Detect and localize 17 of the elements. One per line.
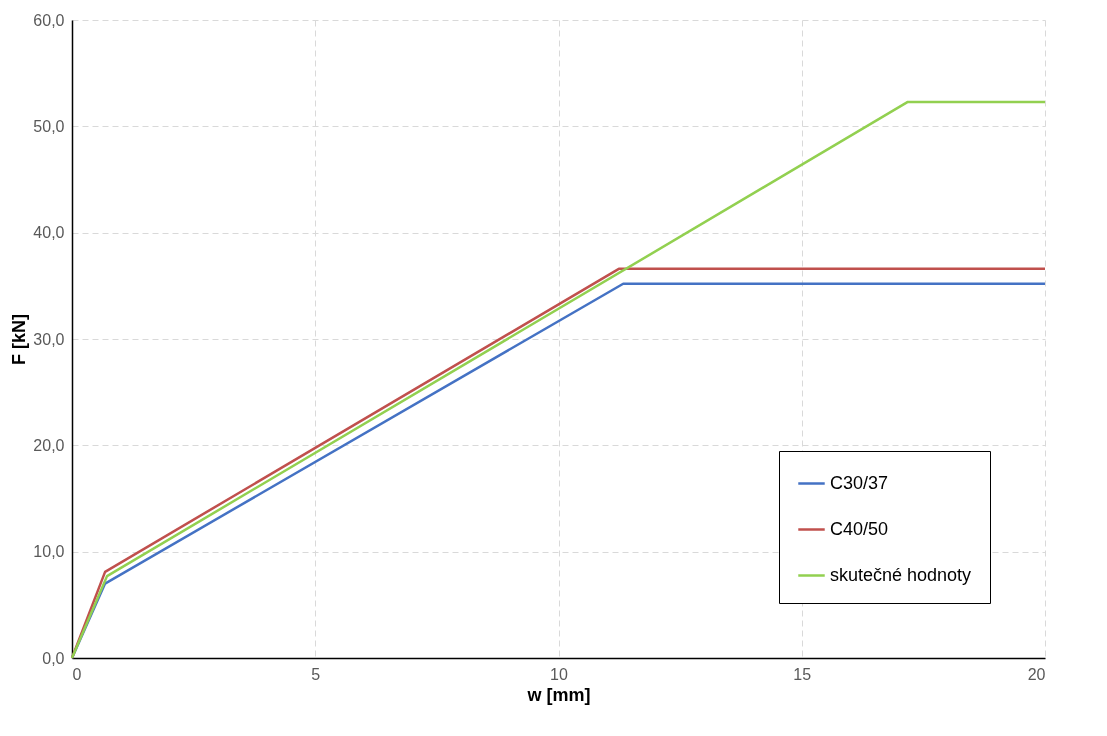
y-tick-label: 10,0	[33, 543, 65, 561]
x-tick-label: 10	[550, 665, 568, 683]
y-tick-label: 30,0	[33, 330, 65, 348]
legend-label: C30/37	[830, 472, 889, 493]
x-axis-title: w [mm]	[526, 684, 591, 705]
y-tick-label: 60,0	[33, 11, 65, 29]
x-tick-label: 0	[72, 665, 82, 683]
x-tick-label: 5	[311, 665, 321, 683]
x-tick-label: 15	[793, 665, 812, 683]
y-axis-title: F [kN]	[9, 314, 30, 365]
y-tick-label: 40,0	[33, 224, 65, 242]
y-tick-label: 50,0	[33, 117, 65, 135]
x-tick-label: 20	[1027, 665, 1046, 683]
legend-label: C40/50	[830, 518, 889, 539]
y-tick-label: 0,0	[42, 649, 65, 667]
y-tick-label: 20,0	[33, 436, 65, 454]
legend-label: skutečné hodnoty	[830, 564, 972, 585]
